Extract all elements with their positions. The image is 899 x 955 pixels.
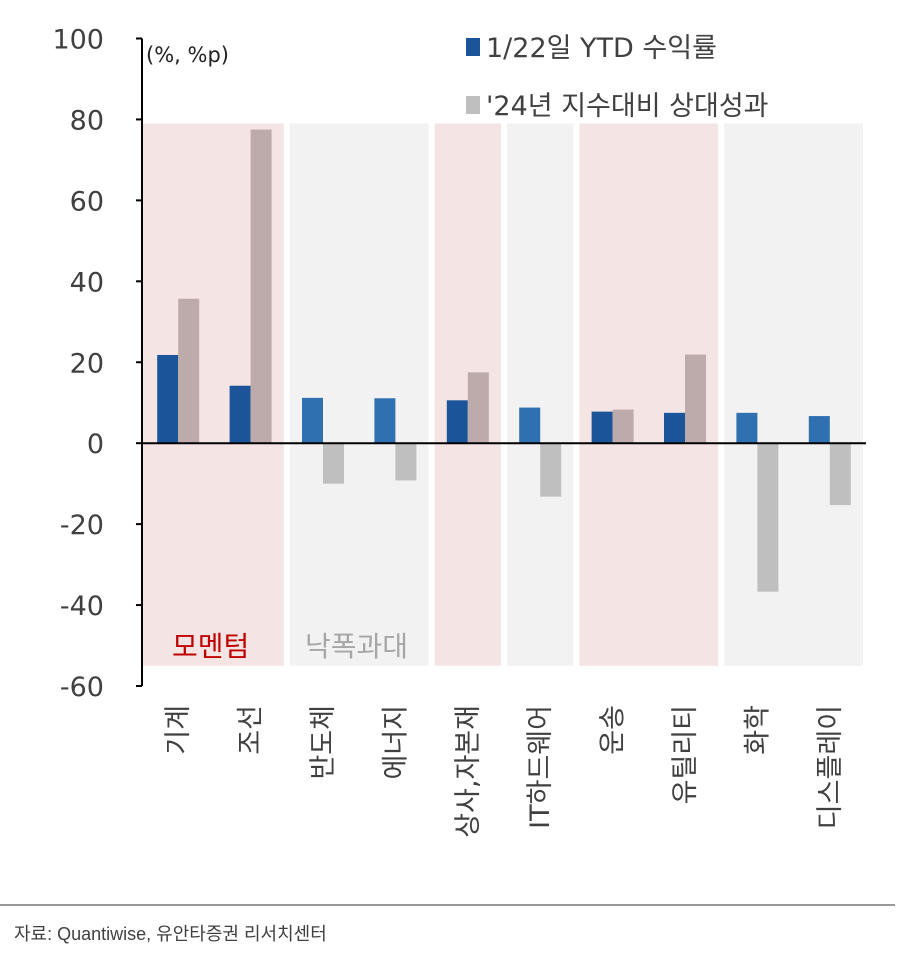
bar-relative-3: [395, 443, 417, 481]
category-label: 유틸리티: [670, 705, 701, 804]
category-label: 디스플레이: [815, 705, 846, 829]
band-oversold: [724, 123, 863, 666]
bar-ytd-1: [229, 385, 251, 444]
axes: [136, 37, 866, 687]
bar-relative-0: [178, 298, 200, 444]
bars: [157, 129, 851, 592]
category-label: 운송: [598, 705, 629, 755]
band-oversold: [289, 123, 429, 666]
y-tick-label: 80: [70, 105, 104, 136]
legend-label-relative: '24년 지수대비 상대성과: [486, 91, 769, 122]
bar-relative-9: [829, 443, 851, 506]
bar-ytd-6: [591, 411, 613, 444]
bar-relative-2: [323, 443, 344, 484]
bar-ytd-5: [519, 407, 541, 444]
category-label: 기계: [163, 705, 194, 755]
source-note: 자료: Quantiwise, 유안타증권 리서치센터: [14, 924, 327, 944]
background-bands: [143, 123, 863, 666]
bar-ytd-9: [808, 416, 830, 444]
category-label: IT하드웨어: [525, 705, 556, 829]
y-tick-label: 100: [52, 25, 104, 56]
legend-swatch-ytd: [466, 38, 480, 56]
bar-ytd-0: [157, 354, 179, 444]
y-tick-label: 60: [70, 186, 104, 217]
y-tick-label: 20: [70, 348, 104, 379]
bar-relative-5: [540, 443, 562, 497]
bar-relative-6: [612, 409, 634, 444]
bar-ytd-4: [446, 400, 468, 444]
bar-relative-8: [757, 443, 779, 592]
category-label: 에너지: [380, 705, 411, 780]
bar-ytd-8: [736, 412, 758, 444]
category-label: 화학: [742, 705, 773, 755]
x-category-labels: 기계 조선 반도체 에너지 상사,자본재 IT하드웨어 운송 유틸리티 화학 디스플레이: [163, 705, 846, 838]
bar-ytd-3: [374, 398, 396, 444]
legend-label-ytd: 1/22일 YTD 수익률: [486, 33, 717, 64]
annotation-oversold: 낙폭과대: [305, 630, 408, 663]
bar-relative-7: [685, 354, 706, 444]
category-label: 상사,자본재: [453, 705, 484, 838]
bar-relative-1: [250, 129, 272, 444]
bar-ytd-2: [302, 397, 323, 444]
y-tick-label: -40: [60, 591, 104, 622]
bar-relative-4: [467, 372, 489, 444]
legend: 1/22일 YTD 수익률 '24년 지수대비 상대성과: [466, 33, 769, 122]
y-tick-label: 40: [70, 267, 104, 298]
y-tick-label: -20: [60, 510, 104, 541]
unit-label: (%, %p): [146, 43, 229, 67]
category-label: 반도체: [308, 705, 339, 780]
bar-ytd-7: [664, 412, 685, 444]
y-tick-label: -60: [60, 672, 104, 703]
y-tick-labels: 100 80 60 40 20 0 -20 -40 -60: [52, 25, 104, 704]
category-label: 조선: [236, 705, 267, 755]
y-tick-label: 0: [87, 429, 104, 460]
legend-swatch-relative: [466, 96, 480, 114]
annotation-momentum: 모멘텀: [172, 630, 249, 663]
band-oversold: [507, 123, 574, 666]
